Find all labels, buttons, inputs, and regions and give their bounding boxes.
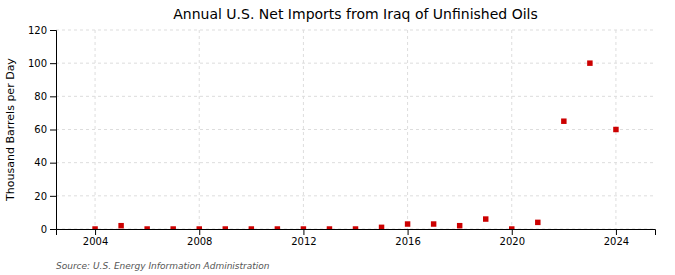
tick: 2012: [291, 229, 316, 247]
tick-label: 2024: [604, 236, 629, 247]
tick-label: 100: [28, 58, 47, 69]
x-axis: 2004 2008 2012 2016 2020 2024: [57, 229, 656, 247]
tick-mark: [50, 96, 56, 97]
grid-line: [95, 30, 96, 229]
point: [431, 221, 436, 226]
axis-line: [50, 31, 57, 230]
tick-mark: [50, 229, 56, 230]
grid-line: [56, 195, 655, 196]
tick: 2008: [187, 229, 212, 247]
point: [457, 223, 462, 228]
point: [249, 226, 254, 229]
tick: 80: [34, 91, 56, 102]
grid-line: [56, 30, 655, 31]
grid-line: [511, 30, 512, 229]
point: [223, 226, 228, 229]
point: [587, 60, 592, 65]
tick-mark: [95, 229, 96, 235]
tick: 40: [34, 157, 56, 168]
grid-line: [56, 96, 655, 97]
axis-line: [57, 230, 656, 236]
point: [353, 226, 358, 229]
tick-label: 2020: [500, 236, 525, 247]
point: [275, 226, 280, 229]
tick-label: 2008: [187, 236, 212, 247]
point: [327, 226, 332, 229]
tick-label: 80: [34, 91, 47, 102]
point: [118, 223, 123, 228]
tick-mark: [50, 196, 56, 197]
tick-label: 2004: [83, 236, 108, 247]
plot: 2004 2008 2012 2016 2020 2024 0 20 40 60 80 100 120: [28, 25, 656, 247]
point: [197, 226, 202, 229]
tick: 2024: [604, 229, 629, 247]
point: [483, 216, 488, 221]
points: [92, 60, 618, 229]
tick: 60: [34, 124, 56, 135]
point: [170, 226, 175, 229]
tick-mark: [199, 229, 200, 235]
y-axis-label: Thousand Barrels per Day: [4, 58, 17, 202]
tick-mark: [303, 229, 304, 235]
tick-label: 120: [28, 25, 47, 36]
tick-label: 60: [34, 124, 47, 135]
tick-mark: [50, 63, 56, 64]
point: [509, 226, 514, 229]
y-axis: 0 20 40 60 80 100 120: [28, 25, 57, 235]
tick: 2020: [500, 229, 525, 247]
point: [405, 221, 410, 226]
tick: 2004: [83, 229, 108, 247]
tick-mark: [616, 229, 617, 235]
grid-line: [407, 30, 408, 229]
tick-mark: [50, 30, 56, 31]
tick-mark: [50, 163, 56, 164]
tick: 120: [28, 25, 56, 36]
grid-line: [56, 162, 655, 163]
tick-mark: [50, 130, 56, 131]
point: [561, 118, 566, 123]
grid-line: [303, 30, 304, 229]
tick-mark: [408, 229, 409, 235]
point: [613, 127, 618, 132]
tick: 100: [28, 58, 56, 69]
tick: 0: [41, 224, 56, 235]
tick-mark: [512, 229, 513, 235]
tick-label: 40: [34, 157, 47, 168]
grid-line: [199, 30, 200, 229]
tick-label: 2016: [395, 236, 420, 247]
point: [535, 220, 540, 225]
tick-label: 20: [34, 191, 47, 202]
chart: 2004 2008 2012 2016 2020 2024 0 20 40 60 80 100 120 A…: [0, 0, 675, 275]
title: Annual U.S. Net Imports from Iraq of Unf…: [173, 6, 538, 22]
grid-line: [56, 63, 655, 64]
tick: 2016: [395, 229, 420, 247]
tick-label: 0: [41, 224, 47, 235]
point: [92, 226, 97, 229]
grid: [56, 30, 655, 229]
tick-label: 2012: [291, 236, 316, 247]
point: [301, 226, 306, 229]
grid-line: [56, 129, 655, 130]
point: [379, 225, 384, 229]
tick: 20: [34, 191, 56, 202]
point: [144, 226, 149, 229]
source: Source: U.S. Energy Information Administ…: [56, 261, 270, 271]
